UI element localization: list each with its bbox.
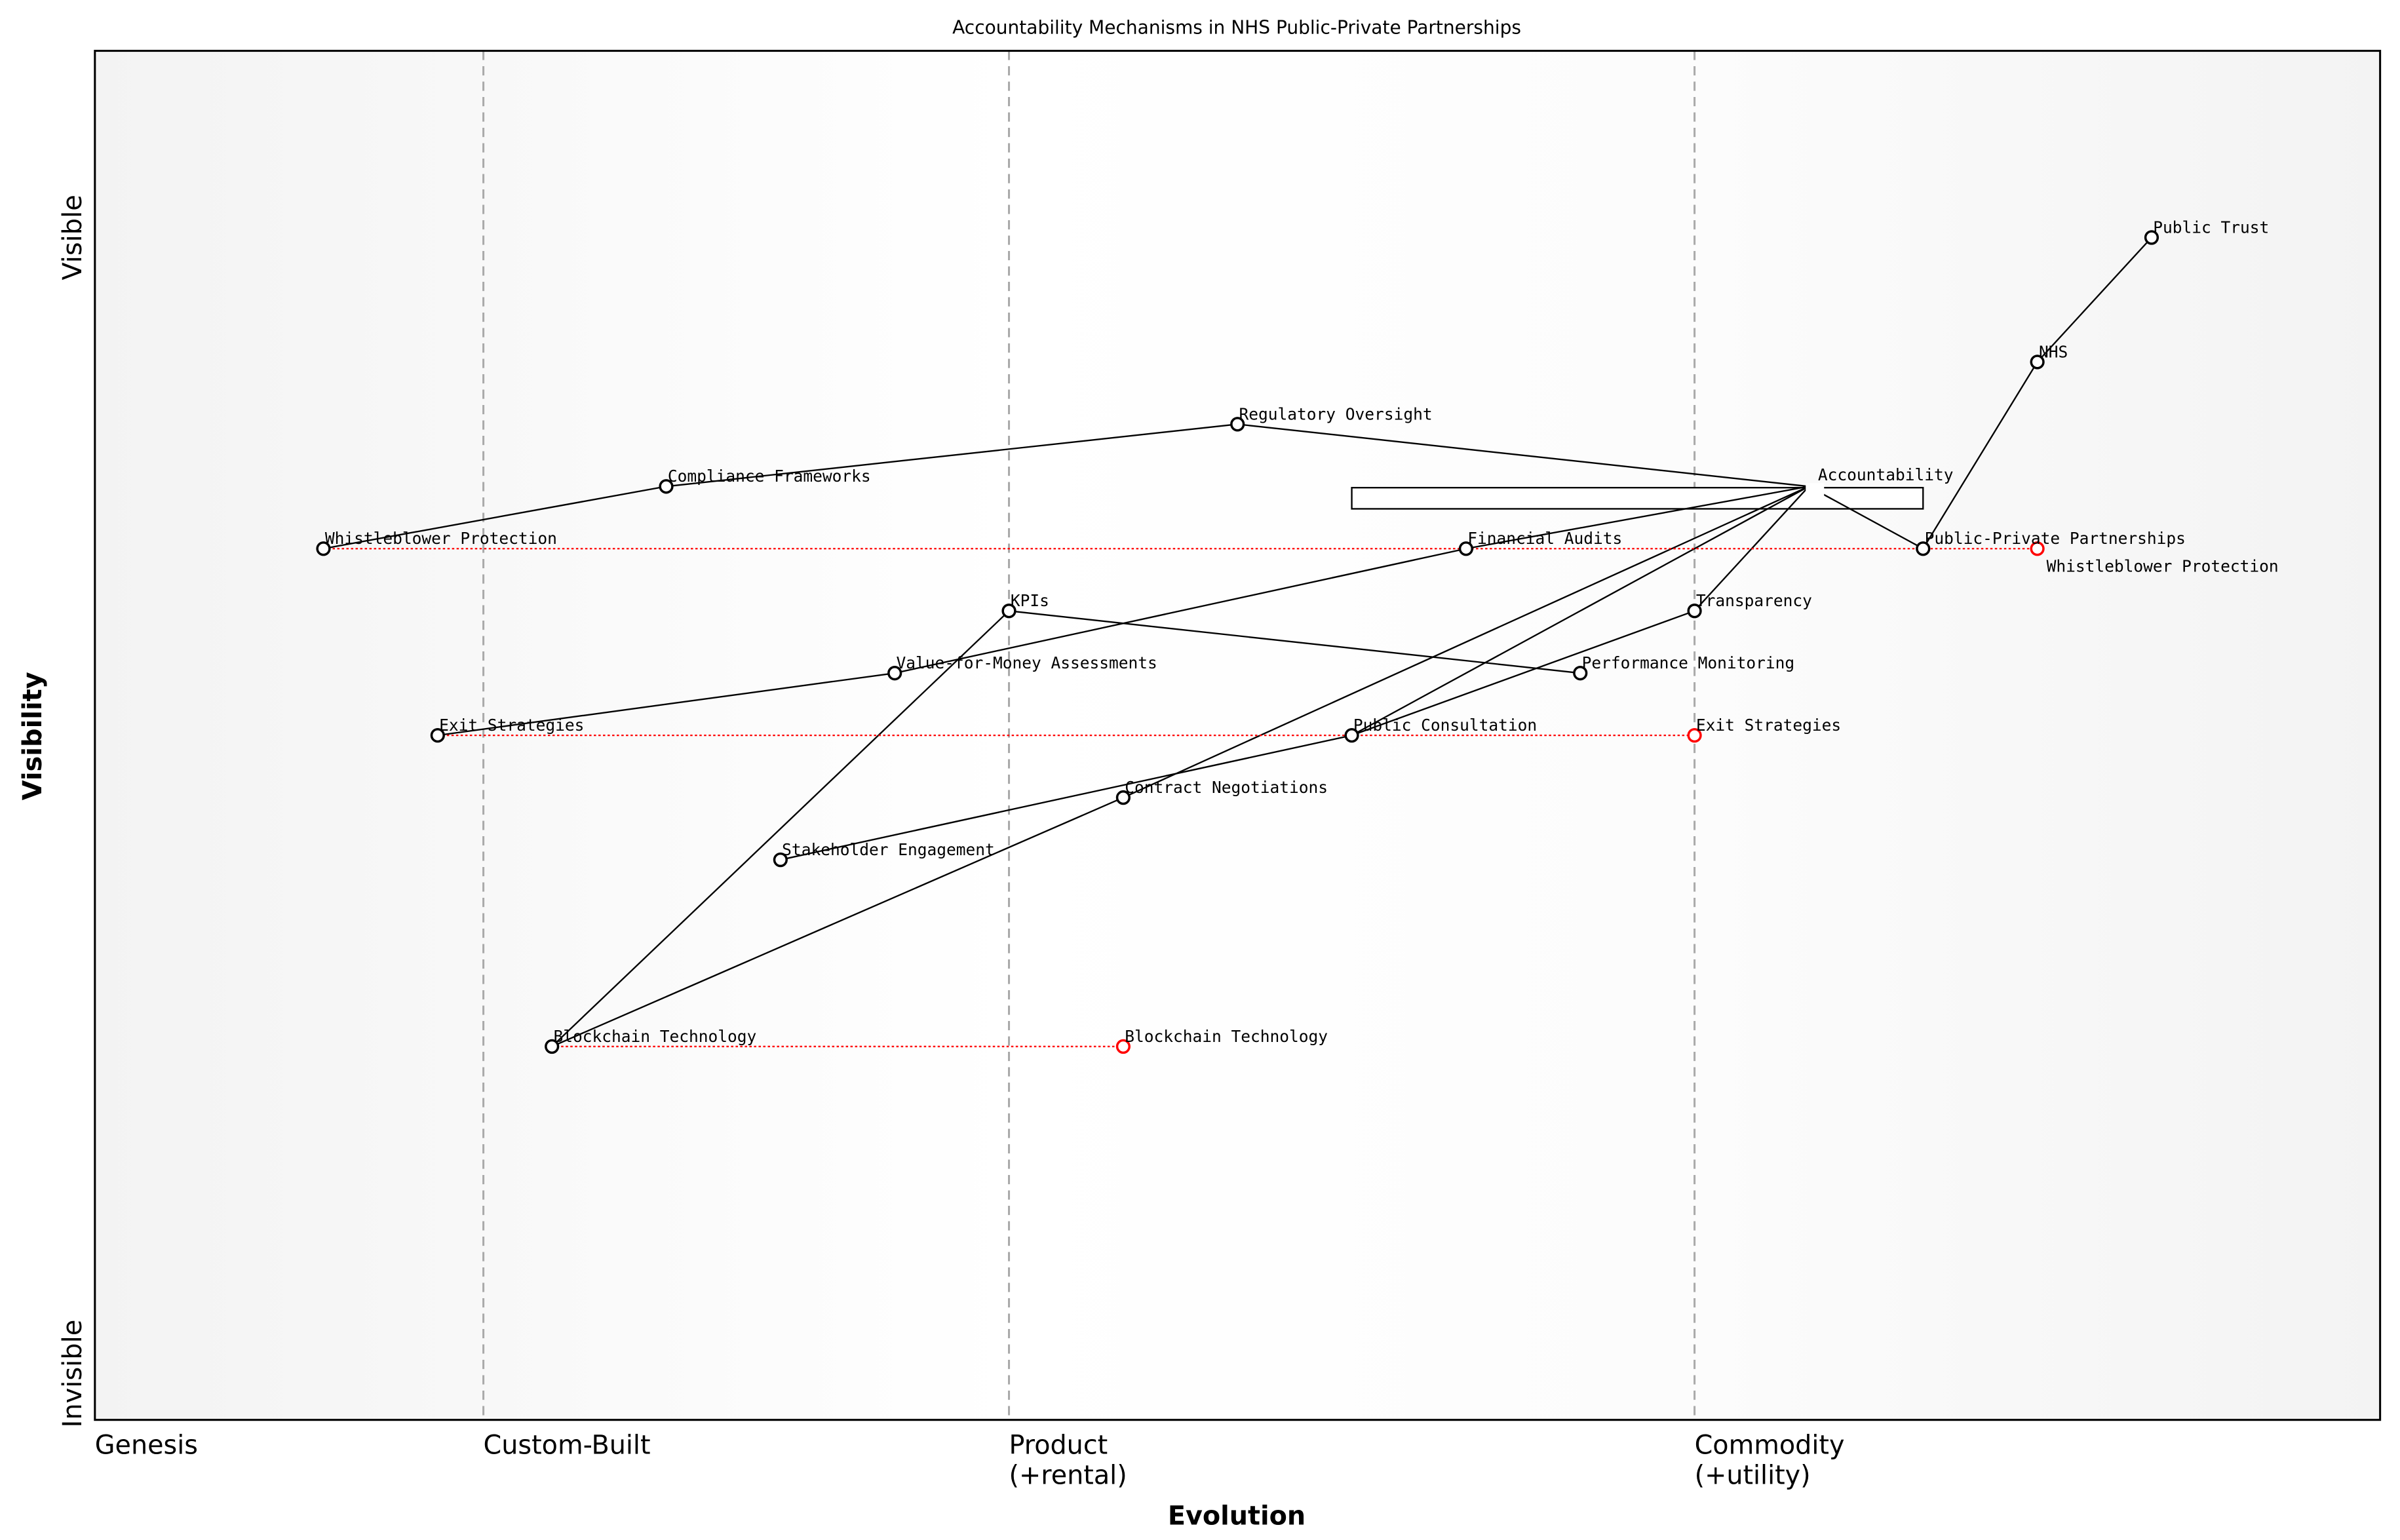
link-line: [1465, 486, 1810, 550]
link-line: [2036, 237, 2152, 363]
component-label: Public-Private Partnerships: [1925, 529, 2186, 548]
link-line: [1237, 423, 1810, 488]
component-label: Stakeholder Engagement: [782, 840, 995, 859]
component-marker: [659, 479, 674, 494]
link-line: [1922, 361, 2038, 549]
pipeline-box: [1351, 487, 1924, 510]
component-label: Performance Monitoring: [1582, 653, 1795, 672]
link-line: [437, 672, 895, 737]
component-marker: [1230, 417, 1245, 432]
component-label: Value-for-Money Assessments: [897, 653, 1157, 672]
component-label: Compliance Frameworks: [668, 467, 871, 486]
component-marker: [1573, 666, 1588, 681]
component-marker: [2144, 230, 2159, 245]
y-axis-label: Visibility: [18, 672, 48, 800]
component-label: Exit Strategies: [439, 716, 584, 735]
component-marker: [2030, 355, 2045, 370]
component-label: Regulatory Oversight: [1239, 404, 1433, 423]
component-label: Accountability: [1818, 465, 1954, 484]
link-line: [1009, 610, 1581, 674]
link-line: [666, 423, 1238, 488]
component-marker: [773, 852, 788, 868]
y-tick-label: Visible: [58, 195, 88, 280]
component-marker: [545, 1039, 560, 1054]
component-label: Blockchain Technology: [554, 1027, 757, 1046]
component-label: Contract Negotiations: [1125, 778, 1328, 797]
component-marker: [1001, 604, 1016, 619]
component-label: Transparency: [1696, 591, 1812, 610]
component-marker: [1458, 541, 1473, 556]
link-line: [551, 797, 1124, 1048]
component-marker: [1687, 604, 1702, 619]
evolved-component-label: Blockchain Technology: [1125, 1027, 1328, 1046]
component-label: Public Consultation: [1353, 716, 1537, 735]
x-tick-label: Custom-Built: [484, 1430, 651, 1460]
link-line: [780, 734, 1352, 861]
component-marker: [887, 666, 902, 681]
x-tick-label: Commodity (+utility): [1695, 1430, 1845, 1490]
component-marker: [316, 541, 331, 556]
component-marker: [1806, 483, 1825, 496]
component-label: NHS: [2039, 342, 2068, 361]
link-line: [551, 610, 1010, 1047]
component-label: Whistleblower Protection: [325, 529, 557, 548]
link-line: [894, 548, 1467, 674]
link-line: [1123, 486, 1810, 799]
evolved-component-label: Exit Strategies: [1696, 716, 1841, 735]
component-marker: [1344, 727, 1359, 743]
evolved-component-marker: [2030, 541, 2045, 556]
component-label: Financial Audits: [1467, 529, 1622, 548]
evolved-component-label: Whistleblower Protection: [2047, 556, 2279, 575]
link-line: [1351, 486, 1810, 737]
component-marker: [430, 727, 445, 743]
x-axis-label: Evolution: [1168, 1501, 1306, 1531]
link-line: [1808, 486, 1924, 550]
x-tick-label: Product (+rental): [1009, 1430, 1127, 1490]
x-tick-label: Genesis: [95, 1430, 198, 1460]
link-line: [1351, 610, 1695, 737]
plot-frame: [94, 50, 2382, 1421]
component-label: KPIs: [1011, 591, 1049, 610]
evolved-component-marker: [1687, 727, 1702, 743]
component-marker: [1115, 790, 1131, 805]
link-line: [323, 486, 667, 550]
chart-title: Accountability Mechanisms in NHS Public-…: [952, 17, 1521, 39]
component-marker: [1916, 541, 1931, 556]
component-label: Public Trust: [2153, 218, 2269, 237]
evolved-component-marker: [1115, 1039, 1131, 1054]
y-tick-label: Invisible: [58, 1320, 88, 1428]
